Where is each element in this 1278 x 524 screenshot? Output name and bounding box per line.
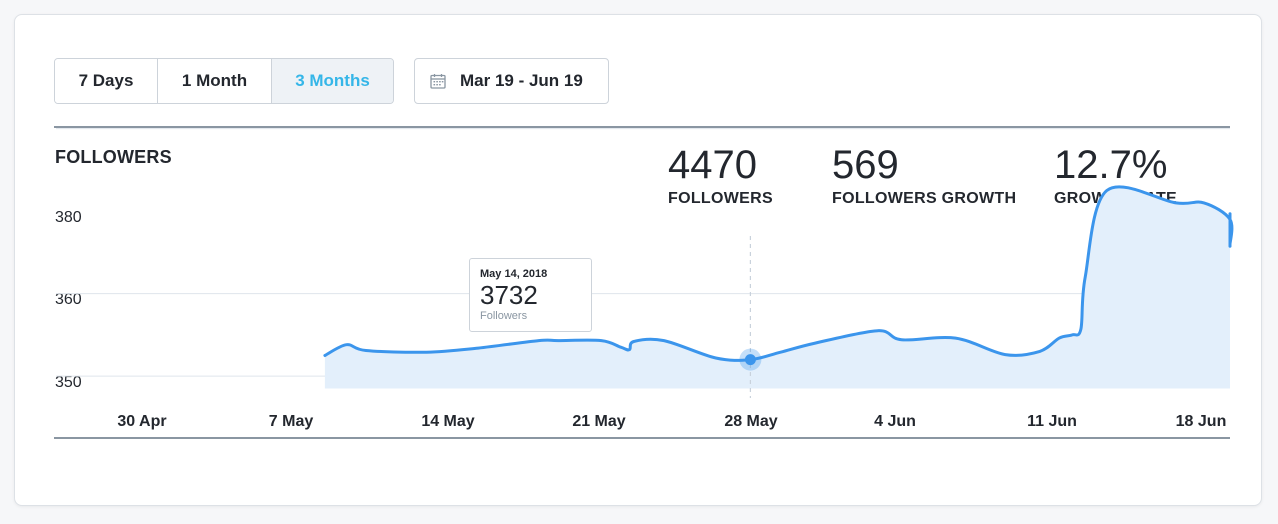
stat-value: 569 <box>832 143 899 187</box>
stat-value: 12.7% <box>1054 143 1168 187</box>
x-tick-label: 18 Jun <box>1175 413 1227 430</box>
x-tick-label: 11 Jun <box>1027 413 1077 430</box>
x-tick-label: 21 May <box>572 413 626 430</box>
tooltip-date: May 14, 2018 <box>480 268 548 280</box>
x-tick-label: 30 Apr <box>117 413 167 430</box>
y-tick-label: 350 <box>55 374 82 391</box>
time-range-selector: 7 Days 1 Month 3 Months <box>54 58 394 104</box>
range-1-month-button[interactable]: 1 Month <box>158 59 272 103</box>
x-tick-label: 7 May <box>268 413 314 430</box>
stat-followers: 4470 FOLLOWERS <box>668 142 773 208</box>
range-7-days-button[interactable]: 7 Days <box>55 59 158 103</box>
calendar-icon <box>430 73 446 89</box>
series-line <box>323 185 1234 362</box>
range-3-months-button[interactable]: 3 Months <box>272 59 393 103</box>
x-tick-label: 28 May <box>724 413 778 430</box>
divider <box>54 126 1230 128</box>
stat-label: FOLLOWERS GROWTH <box>832 190 1017 207</box>
highlight-point <box>744 354 756 366</box>
date-range-label: Mar 19 - Jun 19 <box>460 71 583 90</box>
divider <box>54 437 1230 439</box>
tooltip-label: Followers <box>480 310 528 322</box>
x-tick-label: 14 May <box>421 413 475 430</box>
section-title: FOLLOWERS <box>55 147 172 167</box>
y-tick-label: 360 <box>55 291 82 308</box>
stat-label: FOLLOWERS <box>668 190 773 207</box>
area-fill <box>324 186 1232 389</box>
date-range-picker[interactable]: Mar 19 - Jun 19 <box>414 58 609 104</box>
y-tick-label: 380 <box>55 209 82 226</box>
stat-followers-growth: 569 FOLLOWERS GROWTH <box>832 142 1016 208</box>
tooltip-value: 3732 <box>480 280 538 310</box>
x-tick-label: 4 Jun <box>874 413 916 430</box>
chart-tooltip: May 14, 2018 3732 Followers <box>469 258 592 332</box>
stat-value: 4470 <box>668 143 757 187</box>
